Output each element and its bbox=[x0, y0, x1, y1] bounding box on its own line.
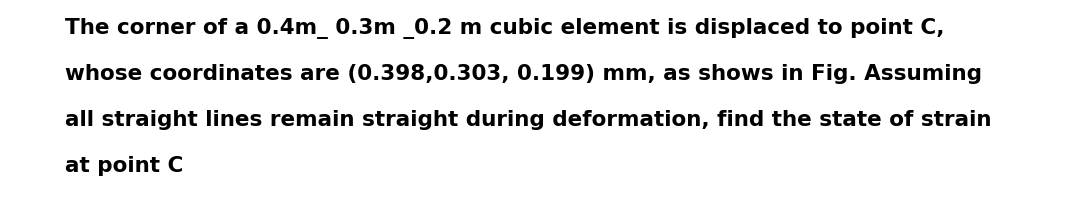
Text: whose coordinates are (0.398,0.303, 0.199) mm, as shows in Fig. Assuming: whose coordinates are (0.398,0.303, 0.19… bbox=[65, 64, 982, 84]
Text: The corner of a 0.4m_ 0.3m _0.2 m cubic element is displaced to point C,: The corner of a 0.4m_ 0.3m _0.2 m cubic … bbox=[65, 18, 945, 39]
Text: at point C: at point C bbox=[65, 156, 184, 176]
Text: all straight lines remain straight during deformation, find the state of strain: all straight lines remain straight durin… bbox=[65, 110, 991, 130]
